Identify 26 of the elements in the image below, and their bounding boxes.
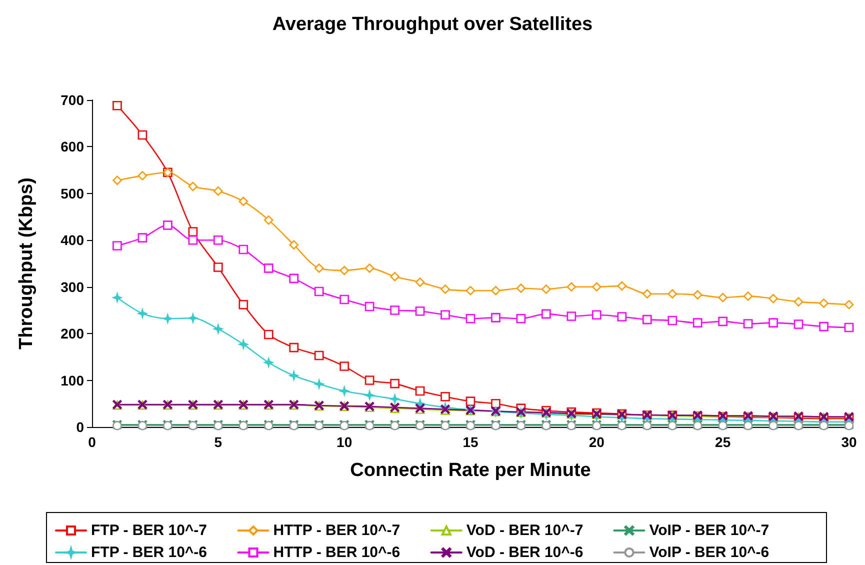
legend-label: FTP - BER 10^-7 (91, 522, 208, 539)
x-axis-title: Connectin Rate per Minute (350, 460, 591, 481)
legend-label: HTTP - BER 10^-6 (273, 544, 400, 561)
x-tick-label: 0 (88, 434, 96, 450)
legend-label: VoD - BER 10^-6 (466, 544, 584, 561)
legend-label: VoIP - BER 10^-6 (649, 544, 770, 561)
x-tick-label: 20 (588, 434, 605, 450)
x-tick-label: 15 (462, 434, 478, 450)
y-tick-label: 100 (60, 372, 84, 388)
legend-label: HTTP - BER 10^-7 (273, 522, 400, 539)
x-tick-label: 25 (715, 434, 731, 450)
x-tick-label: 10 (336, 434, 352, 450)
y-tick-label: 700 (60, 92, 84, 108)
y-tick-label: 400 (60, 232, 84, 248)
y-tick-label: 300 (60, 278, 84, 295)
chart-title: Average Throughput over Satellites (272, 14, 593, 35)
y-tick-label: 500 (60, 185, 84, 202)
y-tick-label: 600 (60, 138, 84, 155)
x-tick-label: 30 (841, 434, 857, 450)
legend-label: FTP - BER 10^-6 (91, 544, 208, 561)
y-axis-title: Throughput (Kbps) (16, 177, 37, 350)
y-tick-label: 0 (76, 419, 84, 435)
x-tick-label: 5 (214, 434, 222, 450)
legend-label: VoD - BER 10^-7 (466, 522, 584, 539)
y-tick-label: 200 (60, 326, 84, 342)
legend-label: VoIP - BER 10^-7 (649, 522, 770, 539)
